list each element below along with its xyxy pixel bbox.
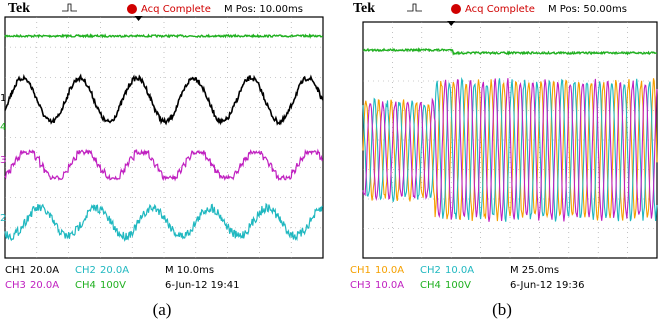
channel-scale: 20.0A <box>30 280 59 291</box>
channel-marker: 2 <box>0 213 6 224</box>
channel-label: CH1 <box>350 265 371 276</box>
channel-label: CH1 <box>5 265 26 276</box>
caption: (b) <box>492 300 512 319</box>
status: Acq Complete <box>465 4 535 15</box>
channel-label: CH4 <box>420 280 441 291</box>
channel-scale: 10.0A <box>445 265 474 276</box>
channel-label: CH3 <box>350 280 371 291</box>
channel-scale: 100V <box>445 280 471 291</box>
position: M Pos: 50.00ms <box>548 4 627 15</box>
channel-label: CH4 <box>75 280 96 291</box>
position: M Pos: 10.00ms <box>224 4 303 15</box>
trigger-icon <box>62 4 77 11</box>
channel-scale: 20.0A <box>30 265 59 276</box>
caption: (a) <box>153 300 172 319</box>
channel-scale: 10.0A <box>375 280 404 291</box>
brand: Tek <box>353 1 375 16</box>
timestamp: 6-Jun-12 19:36 <box>510 280 584 291</box>
acq-dot <box>127 4 137 14</box>
status: Acq Complete <box>141 4 211 15</box>
channel-marker: 4 <box>0 122 6 133</box>
acq-dot <box>451 4 461 14</box>
channel-scale: 10.0A <box>375 265 404 276</box>
figure: Tek Acq Complete M Pos: 10.00ms 1 4 3 2 CH1 20.0… <box>0 0 660 324</box>
channel-label: CH2 <box>75 265 96 276</box>
channel-marker: 3 <box>0 155 6 166</box>
channel-label: CH2 <box>420 265 441 276</box>
channel-scale: 20.0A <box>100 265 129 276</box>
brand: Tek <box>8 1 30 16</box>
channel-marker: 1 <box>0 93 6 104</box>
trigger-icon <box>407 4 422 11</box>
channel-label: CH3 <box>5 280 26 291</box>
timebase: M 10.0ms <box>165 265 214 276</box>
channel-scale: 100V <box>100 280 126 291</box>
timestamp: 6-Jun-12 19:41 <box>165 280 239 291</box>
timebase: M 25.0ms <box>510 265 559 276</box>
